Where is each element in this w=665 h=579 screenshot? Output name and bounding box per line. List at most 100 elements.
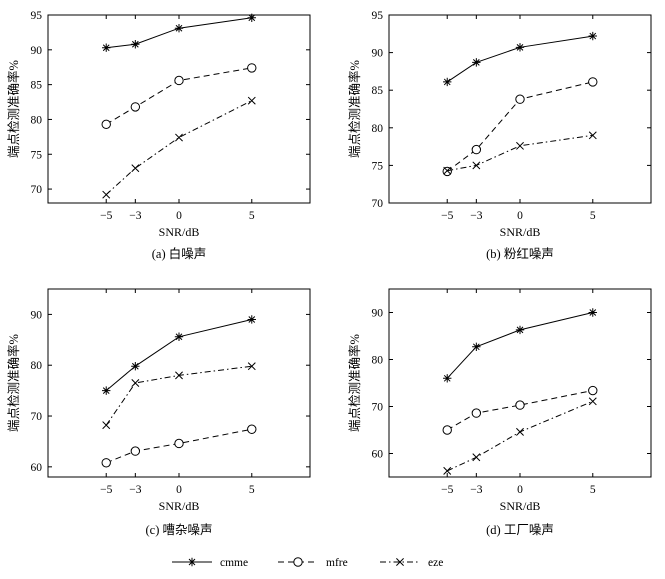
x-axis-label: SNR/dB (159, 225, 200, 239)
data-point-cmme (515, 43, 525, 52)
chart-panel-3: 60 70 80 90 −5 −3 0 5 SNR/dB 端点检测准确率% (d) 工厂噪声 (347, 288, 652, 537)
x-tick-label: −5 (100, 484, 112, 496)
legend-marker-mfre (293, 557, 303, 567)
legend-marker-cmme (187, 557, 197, 567)
data-point-mfre (247, 63, 257, 73)
series-eze (443, 397, 597, 475)
data-point-cmme (443, 374, 452, 383)
data-point-eze (516, 427, 524, 436)
data-point-cmme (588, 308, 597, 317)
x-tick-label: 0 (517, 210, 523, 222)
y-axis-label: 端点检测准确率% (6, 334, 21, 432)
y-tick-label: 80 (31, 114, 43, 126)
series-line-mfre (446, 390, 593, 431)
data-point-mfre (130, 102, 141, 112)
legend-marker-eze (396, 558, 404, 566)
data-point-cmme (102, 386, 111, 395)
series-mfre (442, 77, 598, 177)
x-axis-label: SNR/dB (500, 225, 541, 239)
panel-caption: (c) 嘈杂噪声 (146, 523, 213, 537)
y-tick-label: 90 (31, 309, 43, 321)
series-line-eze (447, 134, 593, 172)
data-point-mfre (247, 424, 257, 434)
series-line-eze (105, 365, 252, 426)
series-line-cmme (106, 17, 252, 49)
y-axis-label: 端点检测准确率% (347, 60, 362, 158)
data-point-cmme (174, 24, 184, 33)
data-point-mfre (588, 77, 598, 87)
y-tick-label: 95 (31, 10, 43, 22)
data-point-mfre (174, 438, 184, 449)
y-tick-label: 90 (372, 308, 384, 320)
x-tick-label: 5 (249, 210, 255, 222)
x-tick-label: 0 (176, 210, 182, 222)
data-point-eze (472, 453, 481, 462)
data-point-cmme (247, 13, 256, 22)
x-tick-label: −5 (441, 210, 453, 222)
y-tick-label: 60 (31, 462, 43, 474)
series-mfre (442, 385, 598, 435)
y-tick-label: 95 (372, 10, 384, 22)
panel-caption: (d) 工厂噪声 (486, 523, 554, 537)
data-point-mfre (130, 446, 141, 456)
data-point-cmme (472, 58, 481, 67)
y-tick-label: 70 (372, 198, 384, 210)
data-point-mfre (471, 408, 482, 418)
x-tick-label: 0 (176, 484, 182, 496)
series-line-eze (446, 400, 593, 472)
series-line-mfre (446, 81, 593, 172)
y-tick-label: 80 (372, 123, 384, 135)
y-tick-label: 70 (31, 411, 43, 423)
series-line-cmme (446, 312, 593, 379)
legend-label-mfre: mfre (326, 557, 348, 569)
data-point-eze (131, 379, 140, 387)
data-point-eze (516, 141, 524, 150)
legend: cmme mfre eze (172, 557, 443, 569)
y-tick-label: 75 (31, 149, 43, 161)
x-tick-label: −3 (470, 484, 482, 496)
series-line-eze (105, 100, 253, 195)
series-line-mfre (106, 428, 252, 464)
data-point-eze (247, 362, 256, 371)
data-point-mfre (101, 119, 111, 130)
data-point-cmme (247, 315, 256, 324)
series-line-cmme (105, 319, 252, 391)
series-cmme (443, 308, 597, 383)
x-tick-label: −3 (129, 210, 141, 222)
y-tick-label: 70 (31, 184, 43, 196)
x-tick-label: 5 (590, 484, 596, 496)
y-tick-label: 90 (31, 45, 43, 57)
series-cmme (102, 13, 256, 52)
y-axis-label: 端点检测准确率% (347, 334, 362, 432)
x-tick-label: −3 (129, 484, 141, 496)
data-point-mfre (515, 94, 525, 104)
data-point-mfre (174, 75, 184, 86)
y-tick-label: 80 (31, 360, 43, 372)
chart-panel-0: 70 75 80 85 90 95 −5 −3 0 5 SNR/dB 端点检测准确率% (a) 白噪声 (6, 10, 311, 261)
y-tick-label: 85 (372, 85, 384, 97)
series-mfre (101, 63, 257, 130)
data-point-eze (102, 421, 111, 430)
data-point-eze (443, 166, 452, 175)
data-point-eze (472, 161, 481, 170)
data-point-cmme (515, 325, 525, 335)
data-point-mfre (471, 144, 482, 155)
y-tick-label: 70 (372, 402, 384, 414)
plot-frame (388, 288, 652, 478)
data-point-mfre (442, 166, 452, 177)
data-point-eze (588, 131, 597, 140)
x-axis-label: SNR/dB (500, 499, 541, 513)
x-tick-label: −5 (100, 210, 112, 222)
data-point-cmme (131, 362, 140, 371)
series-line-mfre (105, 67, 252, 125)
panel-caption: (a) 白噪声 (152, 246, 207, 261)
series-cmme (443, 31, 597, 87)
series-mfre (101, 424, 257, 468)
series-line-cmme (446, 35, 593, 83)
x-tick-label: −3 (470, 210, 482, 222)
data-point-cmme (443, 77, 452, 87)
data-point-cmme (588, 31, 597, 41)
data-point-eze (175, 371, 183, 380)
y-tick-label: 75 (372, 160, 384, 172)
